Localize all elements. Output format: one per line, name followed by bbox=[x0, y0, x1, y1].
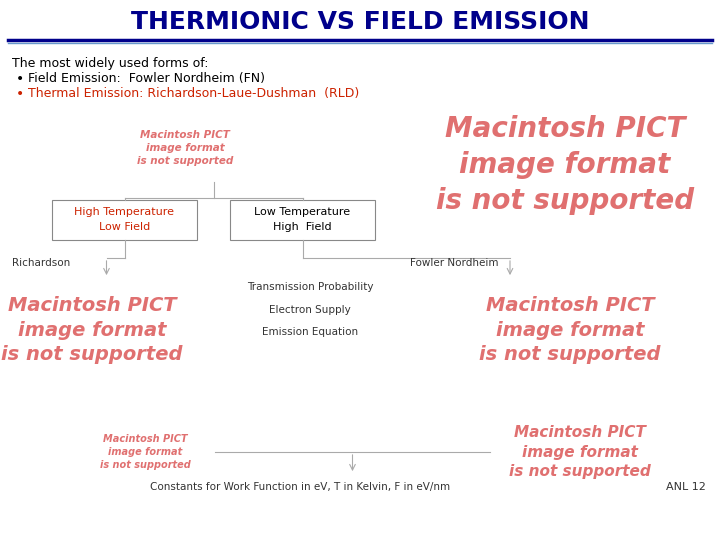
Text: Low Field: Low Field bbox=[99, 222, 150, 232]
Text: Macintosh PICT
image format
is not supported: Macintosh PICT image format is not suppo… bbox=[509, 426, 651, 478]
Text: THERMIONIC VS FIELD EMISSION: THERMIONIC VS FIELD EMISSION bbox=[131, 10, 589, 34]
Text: Macintosh PICT
image format
is not supported: Macintosh PICT image format is not suppo… bbox=[1, 296, 183, 364]
Text: ANL 12: ANL 12 bbox=[666, 482, 706, 492]
Text: •: • bbox=[16, 72, 24, 86]
Text: Macintosh PICT
image format
is not supported: Macintosh PICT image format is not suppo… bbox=[99, 434, 190, 470]
FancyBboxPatch shape bbox=[52, 200, 197, 240]
Text: Macintosh PICT
image format
is not supported: Macintosh PICT image format is not suppo… bbox=[436, 116, 694, 215]
Text: Constants for Work Function in eV, T in Kelvin, F in eV/nm: Constants for Work Function in eV, T in … bbox=[150, 482, 450, 492]
Text: Emission Equation: Emission Equation bbox=[262, 327, 358, 337]
Text: High Temperature: High Temperature bbox=[74, 207, 174, 217]
Text: The most widely used forms of:: The most widely used forms of: bbox=[12, 57, 209, 70]
Text: •: • bbox=[16, 87, 24, 101]
Text: Richardson: Richardson bbox=[12, 258, 71, 268]
Text: High  Field: High Field bbox=[273, 222, 332, 232]
Text: Macintosh PICT
image format
is not supported: Macintosh PICT image format is not suppo… bbox=[480, 296, 661, 364]
Text: Thermal Emission: Richardson-Laue-Dushman  (RLD): Thermal Emission: Richardson-Laue-Dushma… bbox=[28, 87, 359, 100]
Text: Electron Supply: Electron Supply bbox=[269, 305, 351, 315]
FancyBboxPatch shape bbox=[230, 200, 375, 240]
Text: Macintosh PICT
image format
is not supported: Macintosh PICT image format is not suppo… bbox=[137, 130, 233, 166]
Text: Fowler Nordheim: Fowler Nordheim bbox=[410, 258, 498, 268]
Text: Field Emission:  Fowler Nordheim (FN): Field Emission: Fowler Nordheim (FN) bbox=[28, 72, 265, 85]
Text: Transmission Probability: Transmission Probability bbox=[247, 282, 373, 292]
Text: Low Temperature: Low Temperature bbox=[254, 207, 351, 217]
